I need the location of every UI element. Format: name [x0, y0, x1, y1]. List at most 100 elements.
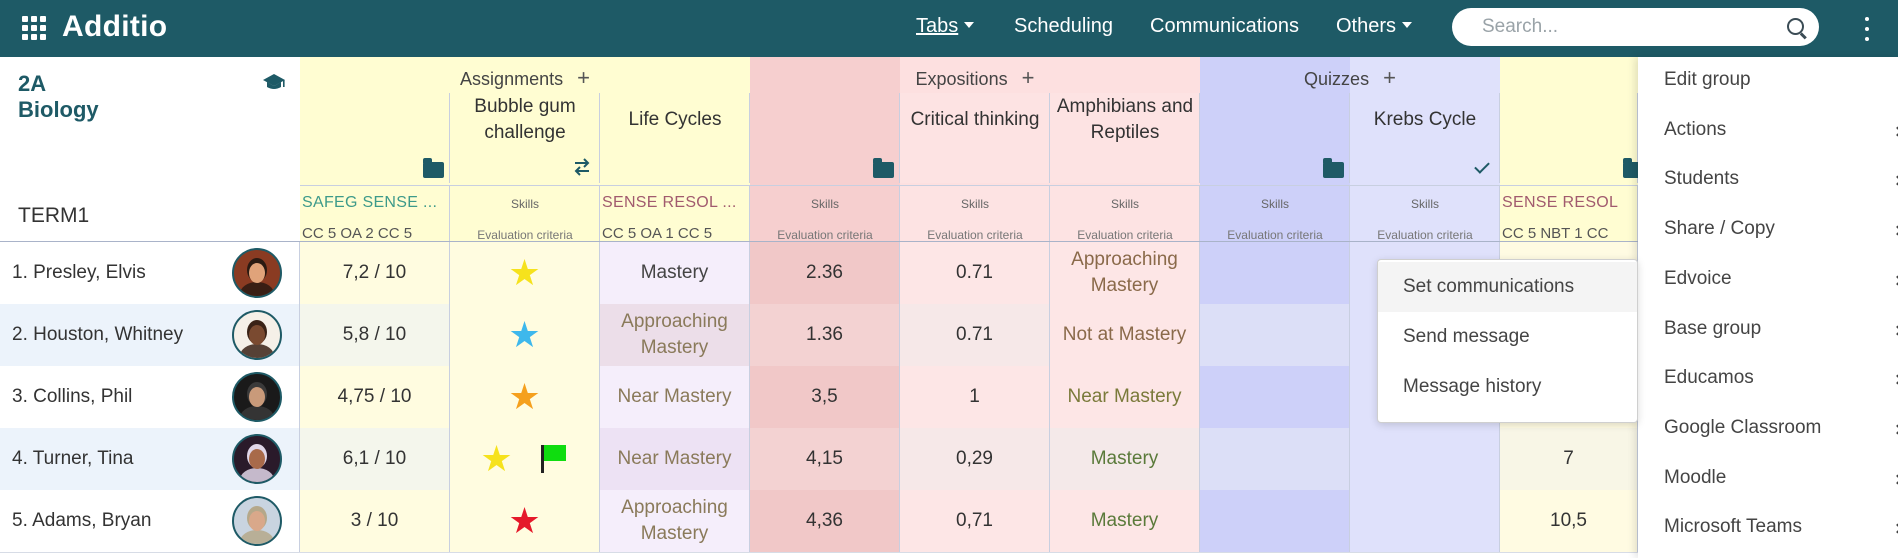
student-row[interactable]: 4. Turner, Tina [0, 428, 300, 490]
grade-cell[interactable]: 0,71 [900, 490, 1050, 552]
grade-cell[interactable]: 1 [900, 366, 1050, 428]
grade-cell[interactable]: Near Mastery [600, 366, 750, 428]
more-options-icon[interactable] [1863, 17, 1871, 41]
grade-cell[interactable]: ★ [450, 490, 600, 552]
column-skill-codes[interactable]: SENSE RESOL ... [602, 194, 737, 211]
grade-cell[interactable]: 3,5 [750, 366, 900, 428]
column-skill-codes[interactable]: SAFEG SENSE ... [302, 194, 448, 212]
folder-icon[interactable] [1323, 158, 1344, 178]
grade-cell[interactable] [1350, 428, 1500, 490]
side-menu-item[interactable]: Edvoice [1664, 268, 1898, 298]
star-icon[interactable]: ★ [508, 500, 541, 541]
grade-cell[interactable]: Not at Mastery [1050, 304, 1200, 366]
side-menu-item[interactable]: Educamos [1664, 367, 1898, 397]
student-row[interactable]: 1. Presley, Elvis [0, 242, 300, 304]
add-icon[interactable]: + [1021, 65, 1035, 90]
student-row[interactable]: 2. Houston, Whitney [0, 304, 300, 366]
nav-others[interactable]: Others [1336, 15, 1413, 38]
side-menu-item[interactable]: Students [1664, 168, 1898, 198]
side-menu-item[interactable]: Edit group [1664, 69, 1898, 99]
avatar[interactable] [232, 248, 282, 298]
avatar[interactable] [232, 372, 282, 422]
graduation-cap-icon[interactable] [262, 73, 286, 98]
message-history-item[interactable]: Message history [1403, 376, 1542, 397]
avatar[interactable] [232, 310, 282, 360]
student-name[interactable]: 3. Collins, Phil [12, 386, 133, 407]
add-icon[interactable]: + [1383, 65, 1396, 90]
nav-tabs[interactable]: Tabs [916, 15, 975, 38]
grade-cell[interactable] [1200, 428, 1350, 490]
side-menu-item[interactable]: Base group [1664, 318, 1898, 348]
grade-cell[interactable]: 7,2 / 10 [300, 242, 450, 304]
group-header-expositions[interactable]: Expositions + [750, 65, 1200, 93]
grade-cell[interactable]: 4,36 [750, 490, 900, 552]
avatar[interactable] [232, 496, 282, 546]
grade-cell[interactable]: 0,29 [900, 428, 1050, 490]
grade-cell[interactable]: 4,75 / 10 [300, 366, 450, 428]
grade-cell[interactable]: ★ [450, 242, 600, 304]
search-input[interactable] [1452, 8, 1819, 46]
folder-icon[interactable] [873, 158, 894, 178]
grade-cell[interactable]: 6,1 / 10 [300, 428, 450, 490]
grade-cell[interactable]: ★ [450, 304, 600, 366]
grade-cell[interactable]: ★ [450, 428, 600, 490]
star-icon[interactable]: ★ [480, 438, 513, 479]
grade-cell[interactable] [1200, 304, 1350, 366]
nav-scheduling[interactable]: Scheduling [1014, 15, 1113, 37]
group-title[interactable]: 2A Biology [18, 71, 99, 122]
column-skill-codes[interactable]: SENSE RESOL [1502, 194, 1619, 211]
column-title-critical-thinking[interactable]: Critical thinking [910, 109, 1040, 130]
search-icon[interactable] [1787, 18, 1804, 35]
grade-cell[interactable]: Near Mastery [1050, 366, 1200, 428]
grade-cell[interactable]: 4,15 [750, 428, 900, 490]
grade-cell[interactable]: 7 [1500, 428, 1638, 490]
group-header-quizzes[interactable]: Quizzes + [1200, 65, 1500, 93]
group-header-assignments[interactable]: Assignments + [300, 65, 750, 93]
student-name[interactable]: 5. Adams, Bryan [12, 510, 152, 531]
grade-cell[interactable] [1350, 490, 1500, 552]
grade-cell[interactable]: Approaching Mastery [600, 304, 750, 366]
side-menu-item[interactable]: Microsoft Teams [1664, 516, 1898, 546]
star-icon[interactable]: ★ [508, 376, 541, 417]
folder-icon[interactable] [423, 158, 444, 178]
column-title-krebs-cycle[interactable]: Krebs Cycle [1373, 109, 1477, 130]
column-title-life-cycles[interactable]: Life Cycles [628, 109, 722, 130]
student-name[interactable]: 2. Houston, Whitney [12, 324, 184, 345]
grade-cell[interactable]: 0.71 [900, 304, 1050, 366]
avatar[interactable] [232, 434, 282, 484]
student-name[interactable]: 1. Presley, Elvis [12, 262, 146, 283]
flag-icon[interactable] [539, 443, 569, 475]
grade-cell[interactable]: 1.36 [750, 304, 900, 366]
grade-cell[interactable]: Mastery [600, 242, 750, 304]
star-icon[interactable]: ★ [508, 252, 541, 293]
grade-cell[interactable]: 10,5 [1500, 490, 1638, 552]
star-icon[interactable]: ★ [508, 314, 541, 355]
side-menu-item[interactable]: Actions [1664, 119, 1898, 149]
swap-icon[interactable] [572, 157, 592, 182]
grade-cell[interactable]: 0.71 [900, 242, 1050, 304]
grade-cell[interactable]: 5,8 / 10 [300, 304, 450, 366]
grade-cell[interactable]: Approaching Mastery [1050, 242, 1200, 304]
grade-cell[interactable]: 2.36 [750, 242, 900, 304]
grade-cell[interactable]: 3 / 10 [300, 490, 450, 552]
app-logo[interactable]: Additio [62, 10, 168, 43]
side-menu-item[interactable]: Share / Copy [1664, 218, 1898, 248]
student-row[interactable]: 3. Collins, Phil [0, 366, 300, 428]
grade-cell[interactable]: ★ [450, 366, 600, 428]
add-icon[interactable]: + [577, 65, 590, 90]
apps-grid-icon[interactable] [22, 16, 46, 40]
grade-cell[interactable]: Mastery [1050, 490, 1200, 552]
set-communications-item[interactable]: Set communications [1378, 262, 1637, 312]
student-row[interactable]: 5. Adams, Bryan [0, 490, 300, 552]
grade-cell[interactable]: Mastery [1050, 428, 1200, 490]
student-name[interactable]: 4. Turner, Tina [12, 448, 134, 469]
column-title-bubble-gum[interactable]: Bubble gum challenge [474, 96, 576, 143]
send-message-item[interactable]: Send message [1403, 326, 1530, 347]
grade-cell[interactable]: Approaching Mastery [600, 490, 750, 552]
grade-cell[interactable] [1200, 242, 1350, 304]
grade-cell[interactable]: Near Mastery [600, 428, 750, 490]
nav-communications[interactable]: Communications [1150, 15, 1299, 37]
grade-cell[interactable] [1200, 366, 1350, 428]
side-menu-item[interactable]: Moodle [1664, 467, 1898, 497]
side-menu-item[interactable]: Google Classroom [1664, 417, 1898, 447]
